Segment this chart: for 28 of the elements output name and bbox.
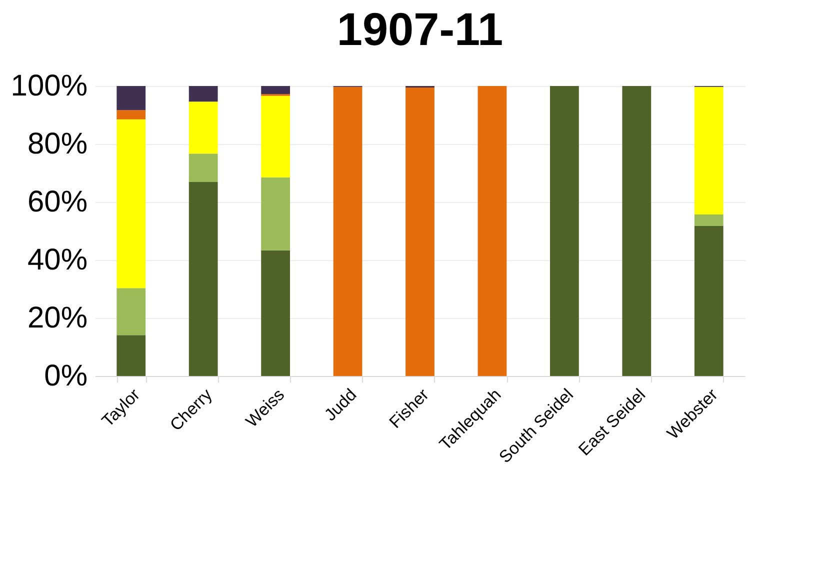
bar <box>550 86 579 376</box>
bar <box>188 86 218 102</box>
bar <box>116 110 146 120</box>
bar <box>188 102 218 154</box>
bar <box>694 214 724 226</box>
bar <box>261 86 290 94</box>
bar <box>116 335 146 376</box>
bar <box>261 250 290 376</box>
y-tick-label: 0% <box>44 360 88 392</box>
y-tick-label: 100% <box>10 70 88 102</box>
bar <box>261 96 290 178</box>
bar <box>188 182 218 376</box>
bar <box>116 119 146 288</box>
bar <box>478 86 507 376</box>
bar <box>116 288 146 336</box>
bar <box>694 86 724 214</box>
y-tick-label: 80% <box>27 128 88 160</box>
bar <box>694 226 724 376</box>
bar <box>261 177 290 250</box>
chart-title: 1907-11 <box>336 3 504 55</box>
bar <box>333 86 362 376</box>
y-tick-label: 40% <box>27 244 88 276</box>
bar <box>188 154 218 182</box>
y-tick-label: 60% <box>27 186 88 218</box>
y-tick-label: 20% <box>27 302 88 334</box>
bar <box>116 86 146 110</box>
bar <box>622 86 652 376</box>
bar <box>406 87 434 376</box>
